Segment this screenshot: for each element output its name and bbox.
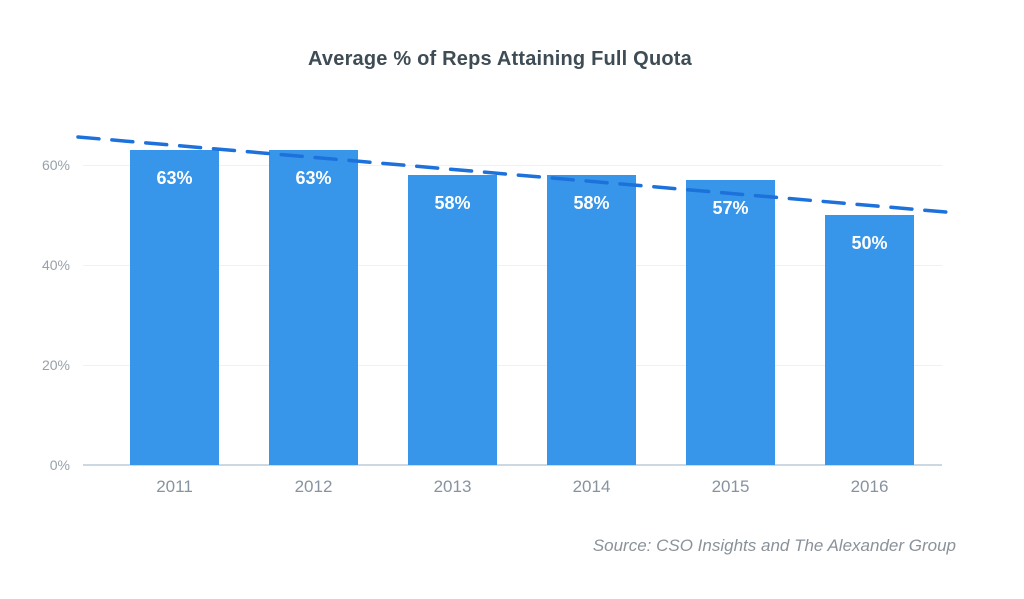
bar-value-label: 63% [156, 168, 193, 188]
bar-2013: 58% [408, 175, 497, 465]
gridline-20% [83, 365, 942, 366]
bar-value-label: 50% [851, 233, 888, 253]
bar-value-label: 58% [573, 193, 610, 213]
y-tick-label: 40% [41, 257, 70, 273]
plot-area: 0% 20% 40% 60% 63% 2011 63% 2012 58% 2013 58% 2014 5… [42, 115, 959, 496]
gridline-40% [83, 265, 942, 266]
x-axis-line [83, 464, 942, 466]
x-tick-label-2016: 2016 [850, 477, 889, 496]
bar-2015: 57% [686, 180, 775, 465]
chart-title: Average % of Reps Attaining Full Quota [308, 48, 692, 70]
x-tick-label-2015: 2015 [711, 477, 750, 496]
bar-2011: 63% [130, 150, 219, 465]
bar-2012: 63% [269, 150, 358, 465]
x-tick-label-2012: 2012 [294, 477, 333, 496]
bar-value-label: 63% [295, 168, 332, 188]
source-note: Source: CSO Insights and The Alexander G… [592, 536, 956, 555]
x-tick-label-2013: 2013 [433, 477, 472, 496]
bar-2014: 58% [547, 175, 636, 465]
y-tick-label: 0% [49, 457, 70, 473]
x-tick-label-2014: 2014 [572, 477, 611, 496]
y-tick-label: 60% [41, 157, 70, 173]
x-tick-label-2011: 2011 [156, 477, 193, 496]
bar-value-label: 57% [712, 198, 749, 218]
bar-2016: 50% [825, 215, 914, 465]
bar-value-label: 58% [434, 193, 471, 213]
y-tick-label: 20% [41, 357, 70, 373]
